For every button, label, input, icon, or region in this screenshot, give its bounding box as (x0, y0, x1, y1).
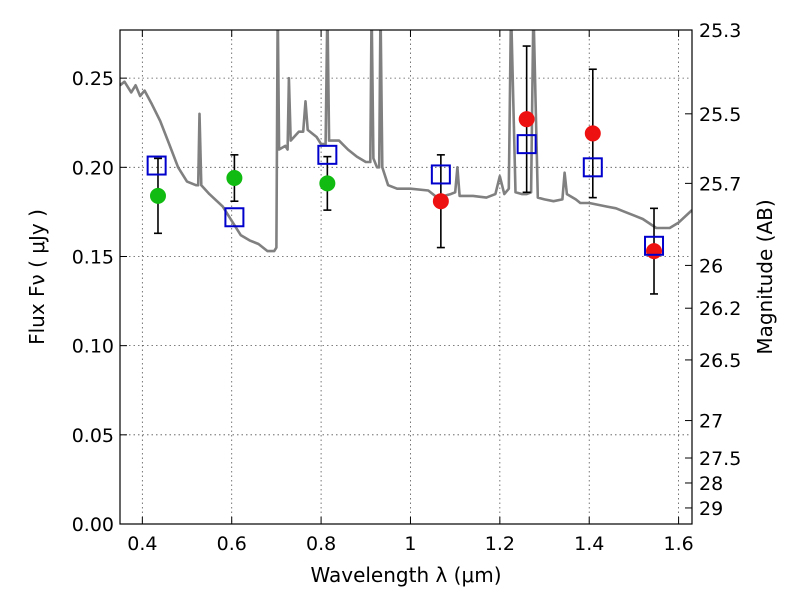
model-spectrum-layer (120, 30, 692, 253)
data-points-layer (146, 45, 665, 295)
x-tick-label: 1 (404, 533, 416, 555)
ticks: 0.4 0.6 0.8 1 1.2 1.4 1.6 0.00 0.05 0.10 0.15 0.20 0… (72, 20, 742, 555)
x-tick-label: 0.6 (217, 533, 247, 555)
model-square-marker (224, 207, 245, 228)
right-tick-label: 25.7 (699, 173, 741, 195)
right-tick-label: 26.5 (699, 350, 741, 372)
green-data-point (319, 175, 336, 192)
right-tick-label: 27 (699, 411, 723, 433)
red-data-point (646, 243, 663, 260)
right-tick-label: 27.5 (699, 448, 741, 470)
right-tick-label: 26 (699, 255, 723, 277)
model-spectrum-line (120, 30, 692, 253)
x-tick-label: 0.4 (127, 533, 157, 555)
right-tick-label: 25.5 (699, 104, 741, 126)
right-tick-label: 28 (699, 473, 723, 495)
x-axis-title: Wavelength λ (μm) (310, 563, 501, 587)
green-data-point (149, 187, 166, 204)
y-tick-label: 0.15 (72, 246, 114, 268)
red-data-point (518, 111, 535, 128)
x-tick-label: 1.6 (663, 533, 693, 555)
x-tick-label: 1.4 (574, 533, 604, 555)
right-tick-label: 25.3 (699, 20, 741, 42)
red-data-point (432, 193, 449, 210)
plot-frame (119, 29, 693, 525)
model-square-marker (430, 164, 451, 185)
red-data-point (584, 125, 601, 142)
x-tick-label: 0.8 (306, 533, 336, 555)
right-axis-title: Magnitude (AB) (753, 199, 777, 354)
model-square-marker (317, 144, 338, 165)
model-square-marker (516, 134, 537, 155)
y-tick-label: 0.05 (72, 425, 114, 447)
model-square-marker (146, 155, 167, 176)
right-tick-label: 29 (699, 498, 723, 520)
model-square-marker (644, 235, 665, 256)
grid (120, 30, 692, 524)
y-tick-label: 0.20 (72, 157, 114, 179)
green-data-point (226, 170, 243, 187)
y-axis-title: Flux Fν ( μJy ) (25, 209, 49, 345)
y-tick-label: 0.25 (72, 68, 114, 90)
y-tick-label: 0.10 (72, 336, 114, 358)
y-tick-label: 0.00 (72, 514, 114, 536)
model-square-marker (582, 157, 603, 178)
right-tick-label: 26.2 (699, 298, 741, 320)
x-tick-label: 1.2 (485, 533, 515, 555)
